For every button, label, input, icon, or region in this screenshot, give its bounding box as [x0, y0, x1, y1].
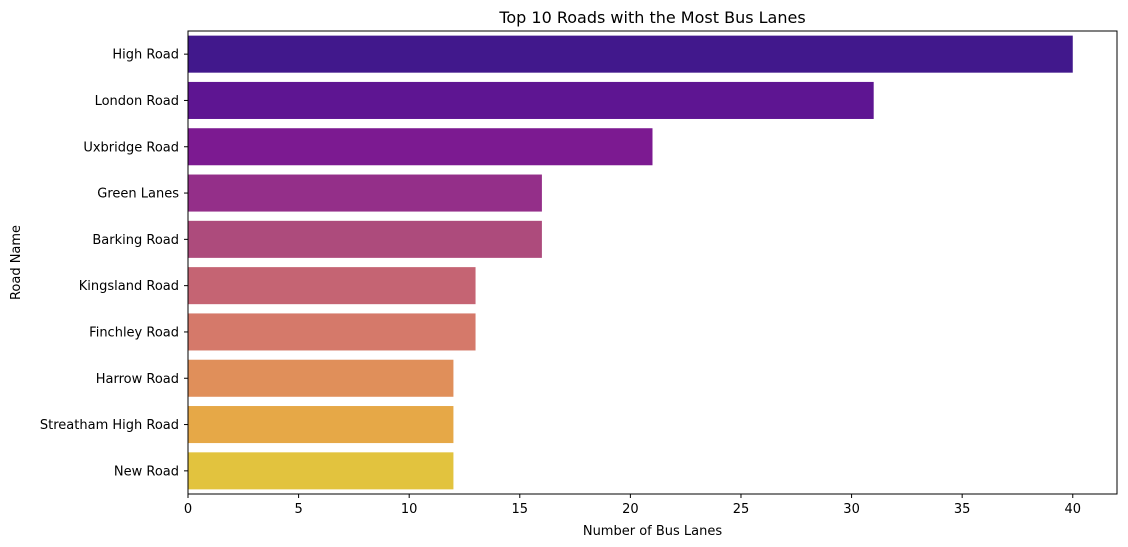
y-axis-title: Road Name — [9, 225, 24, 300]
x-tick-label: 35 — [954, 502, 971, 517]
x-tick-label: 30 — [843, 502, 860, 517]
x-tick-label: 20 — [622, 502, 639, 517]
bar-high-road — [188, 35, 1073, 73]
y-tick-label: Uxbridge Road — [83, 140, 179, 155]
bar-uxbridge-road — [188, 128, 653, 166]
bar-harrow-road — [188, 359, 454, 397]
x-tick-label: 15 — [512, 502, 529, 517]
chart-title: Top 10 Roads with the Most Bus Lanes — [498, 8, 805, 27]
y-tick-label: Barking Road — [92, 233, 179, 248]
x-axis-ticks: 0 5 10 15 20 25 30 35 40 — [184, 494, 1081, 517]
y-tick-label: Streatham High Road — [40, 418, 179, 433]
x-axis-title: Number of Bus Lanes — [583, 524, 723, 539]
x-tick-label: 25 — [733, 502, 750, 517]
y-tick-label: Kingsland Road — [79, 279, 179, 294]
bar-streatham-high-road — [188, 406, 454, 444]
y-tick-label: High Road — [112, 48, 179, 63]
y-axis-ticks: High Road London Road Uxbridge Road Green L… — [40, 48, 188, 479]
bar-finchley-road — [188, 313, 476, 351]
y-tick-label: Harrow Road — [96, 372, 179, 387]
bars-group — [188, 35, 1073, 490]
y-tick-label: New Road — [114, 464, 179, 479]
bar-london-road — [188, 81, 874, 119]
bar-kingsland-road — [188, 267, 476, 305]
y-tick-label: London Road — [95, 94, 179, 109]
x-tick-label: 0 — [184, 502, 192, 517]
plot-frame — [187, 30, 1118, 495]
bar-barking-road — [188, 220, 542, 258]
y-tick-label: Finchley Road — [89, 325, 179, 340]
bar-new-road — [188, 452, 454, 490]
x-tick-label: 5 — [294, 502, 302, 517]
y-tick-label: Green Lanes — [97, 187, 179, 202]
bar-green-lanes — [188, 174, 542, 212]
x-tick-label: 40 — [1064, 502, 1081, 517]
x-tick-label: 10 — [401, 502, 418, 517]
